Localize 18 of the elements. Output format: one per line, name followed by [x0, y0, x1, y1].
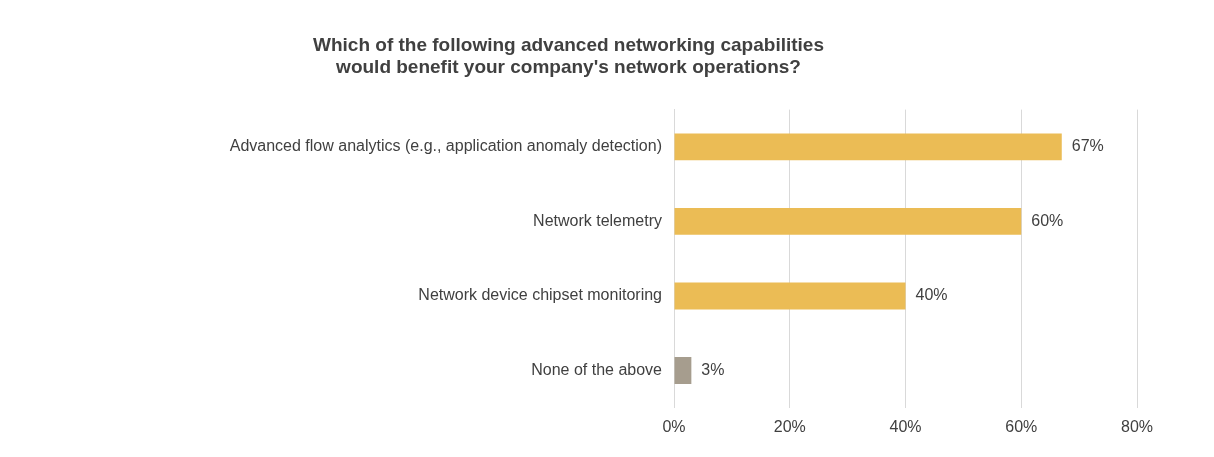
- y-tick-label: Network device chipset monitoring: [418, 286, 662, 304]
- y-tick-label: None of the above: [531, 360, 663, 378]
- bar: [674, 133, 1062, 161]
- x-tick-label: 60%: [1005, 417, 1038, 435]
- data-label: 3%: [701, 360, 725, 378]
- data-label: 60%: [1031, 211, 1064, 229]
- data-label: 67%: [1071, 137, 1104, 155]
- y-tick-label: Advanced flow analytics (e.g., application anomaly detection): [229, 137, 662, 155]
- data-label: 40%: [915, 286, 948, 304]
- chart-title: Which of the following advanced networking capabilities would benefit your company's network operations?: [313, 33, 824, 78]
- x-tick-label: 80%: [1120, 417, 1154, 435]
- bar: [674, 357, 692, 384]
- x-tick-label: 40%: [889, 417, 922, 435]
- x-tick-label: 20%: [773, 417, 806, 435]
- x-tick-label: 0%: [662, 417, 686, 435]
- y-tick-label: Network telemetry: [533, 211, 662, 229]
- bar: [674, 208, 1022, 235]
- bar: [674, 282, 906, 310]
